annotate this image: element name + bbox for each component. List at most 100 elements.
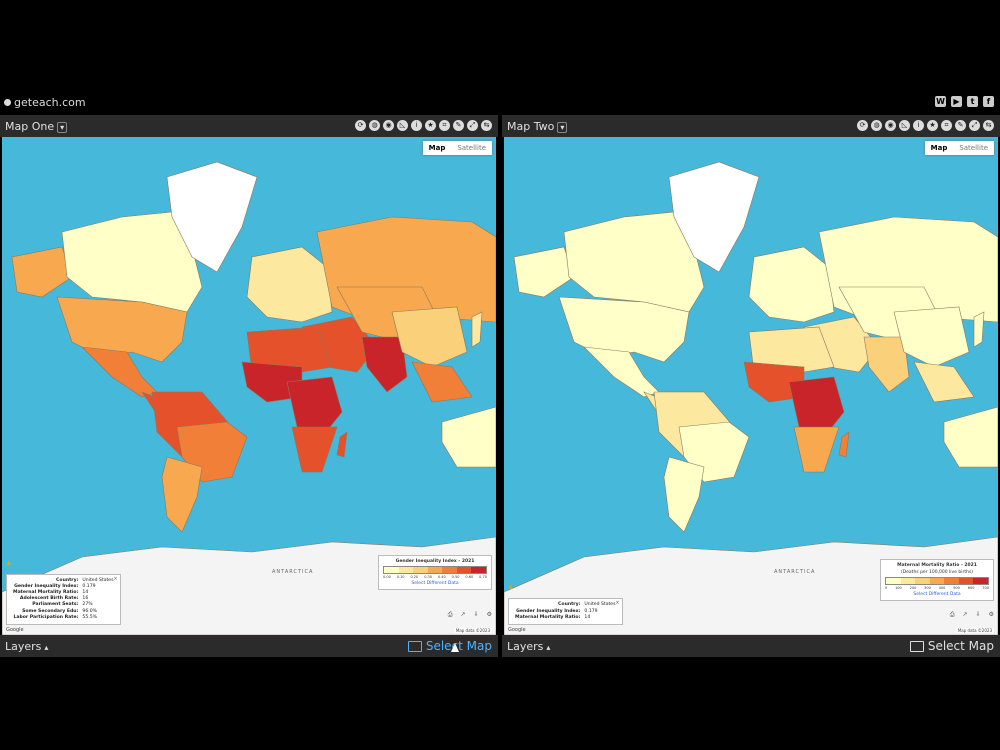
region-se-asia[interactable] bbox=[411, 361, 473, 403]
legend-swatch bbox=[456, 567, 472, 573]
crop-icon[interactable]: ⌗ bbox=[941, 120, 952, 131]
region-europe[interactable] bbox=[246, 246, 333, 323]
legend-title: Gender Inequality Index - 2021 bbox=[395, 559, 475, 564]
site-header: geteach.com W ▶ t f bbox=[0, 92, 1000, 114]
pin-icon[interactable]: ◉ bbox=[383, 120, 394, 131]
region-china[interactable] bbox=[893, 306, 970, 368]
region-greenland[interactable] bbox=[668, 161, 760, 273]
region-japan[interactable] bbox=[973, 311, 985, 348]
share-icon[interactable]: ↗ bbox=[460, 611, 466, 618]
region-alaska[interactable] bbox=[513, 246, 575, 298]
region-south-am-south[interactable] bbox=[161, 456, 203, 533]
region-china[interactable] bbox=[391, 306, 468, 368]
pegman-icon[interactable]: ♟ bbox=[508, 584, 514, 592]
select-map-button[interactable]: Select Map bbox=[909, 639, 994, 653]
legend-tick: 0.20 bbox=[410, 575, 419, 579]
layers-button[interactable]: Layers ▴ bbox=[5, 640, 48, 653]
region-antarctica[interactable] bbox=[504, 536, 998, 635]
info-value: 0.179 bbox=[82, 583, 96, 589]
legend-tick: 0.60 bbox=[465, 575, 474, 579]
print-icon[interactable]: ⎙ bbox=[447, 611, 453, 618]
region-south-asia[interactable] bbox=[361, 336, 408, 393]
region-west-africa[interactable] bbox=[241, 361, 303, 403]
pen-icon[interactable]: ✎ bbox=[955, 120, 966, 131]
pen-icon[interactable]: ✎ bbox=[453, 120, 464, 131]
region-madagascar[interactable] bbox=[336, 431, 348, 458]
refresh-icon[interactable]: ⟳ bbox=[355, 120, 366, 131]
pin-icon[interactable]: ◉ bbox=[885, 120, 896, 131]
region-west-africa[interactable] bbox=[743, 361, 805, 403]
compare-icon[interactable]: ⇆ bbox=[983, 120, 994, 131]
info-key: Adolescent Birth Rate: bbox=[19, 596, 79, 602]
youtube-icon[interactable]: ▶ bbox=[951, 96, 962, 107]
region-south-africa[interactable] bbox=[793, 426, 840, 473]
map-attribution: Map data ©2023 bbox=[453, 628, 492, 633]
map-type-map[interactable]: Map bbox=[930, 144, 948, 152]
map-type-map[interactable]: Map bbox=[428, 144, 446, 152]
ruler-icon[interactable]: ◺ bbox=[899, 120, 910, 131]
region-south-asia[interactable] bbox=[863, 336, 910, 393]
select-data-link[interactable]: Select Different Data bbox=[913, 592, 961, 597]
legend-tick: 100 bbox=[895, 586, 902, 590]
region-alaska[interactable] bbox=[11, 246, 73, 298]
globe-icon[interactable]: ◍ bbox=[369, 120, 380, 131]
info-value: United States bbox=[82, 577, 114, 583]
download-icon[interactable]: ⇩ bbox=[975, 611, 981, 618]
map-tools: ⟳ ◍ ◉ ◺ i ★ ⌗ ✎ ⤢ ⇆ bbox=[355, 120, 492, 131]
region-europe[interactable] bbox=[748, 246, 835, 323]
map-title-dropdown[interactable]: Map Two ▾ bbox=[507, 120, 568, 133]
expand-icon[interactable]: ⤢ bbox=[467, 120, 478, 131]
region-se-asia[interactable] bbox=[913, 361, 975, 403]
folder-icon bbox=[407, 640, 422, 652]
layers-button[interactable]: Layers ▴ bbox=[507, 640, 550, 653]
region-japan[interactable] bbox=[471, 311, 483, 348]
world-map[interactable] bbox=[2, 137, 496, 635]
region-antarctica[interactable] bbox=[2, 536, 496, 635]
facebook-icon[interactable]: f bbox=[983, 96, 994, 107]
pegman-icon[interactable]: ♟ bbox=[6, 559, 12, 567]
star-icon[interactable]: ★ bbox=[425, 120, 436, 131]
select-map-button[interactable]: Select Map bbox=[407, 639, 492, 653]
wordpress-icon[interactable]: W bbox=[935, 96, 946, 107]
map-view[interactable]: Map Satellite ANTARCTICA ♟ × Country: Uni… bbox=[2, 137, 496, 635]
ruler-icon[interactable]: ◺ bbox=[397, 120, 408, 131]
region-australia[interactable] bbox=[943, 406, 998, 468]
region-south-am-south[interactable] bbox=[663, 456, 705, 533]
share-icon[interactable]: ↗ bbox=[962, 611, 968, 618]
map-view[interactable]: Map Satellite ANTARCTICA ♟ × Country: Uni… bbox=[504, 137, 998, 635]
chevron-down-icon: ▾ bbox=[557, 122, 568, 133]
world-map[interactable] bbox=[504, 137, 998, 635]
info-value: 55.5% bbox=[82, 614, 98, 620]
close-icon[interactable]: × bbox=[615, 600, 620, 607]
compare-icon[interactable]: ⇆ bbox=[481, 120, 492, 131]
close-icon[interactable]: × bbox=[113, 575, 118, 582]
region-south-africa[interactable] bbox=[291, 426, 338, 473]
map-type-satellite[interactable]: Satellite bbox=[457, 144, 486, 152]
region-central-africa[interactable] bbox=[286, 376, 343, 438]
map-title-dropdown[interactable]: Map One ▾ bbox=[5, 120, 68, 133]
region-canada[interactable] bbox=[563, 211, 705, 313]
select-data-link[interactable]: Select Different Data bbox=[411, 581, 459, 586]
star-icon[interactable]: ★ bbox=[927, 120, 938, 131]
refresh-icon[interactable]: ⟳ bbox=[857, 120, 868, 131]
expand-icon[interactable]: ⤢ bbox=[969, 120, 980, 131]
settings-icon[interactable]: ⚙ bbox=[988, 611, 994, 618]
brand[interactable]: geteach.com bbox=[4, 96, 86, 109]
map-type-satellite[interactable]: Satellite bbox=[959, 144, 988, 152]
download-icon[interactable]: ⇩ bbox=[473, 611, 479, 618]
settings-icon[interactable]: ⚙ bbox=[486, 611, 492, 618]
globe-icon[interactable]: ◍ bbox=[871, 120, 882, 131]
region-madagascar[interactable] bbox=[838, 431, 850, 458]
info-value: United States bbox=[584, 602, 616, 608]
crop-icon[interactable]: ⌗ bbox=[439, 120, 450, 131]
print-icon[interactable]: ⎙ bbox=[949, 611, 955, 618]
info-icon[interactable]: i bbox=[913, 120, 924, 131]
region-greenland[interactable] bbox=[166, 161, 258, 273]
info-icon[interactable]: i bbox=[411, 120, 422, 131]
legend-tick: 0 bbox=[885, 586, 888, 590]
region-central-africa[interactable] bbox=[788, 376, 845, 438]
legend-tick: 0.30 bbox=[424, 575, 432, 579]
twitter-icon[interactable]: t bbox=[967, 96, 978, 107]
region-australia[interactable] bbox=[441, 406, 496, 468]
region-canada[interactable] bbox=[61, 211, 203, 313]
